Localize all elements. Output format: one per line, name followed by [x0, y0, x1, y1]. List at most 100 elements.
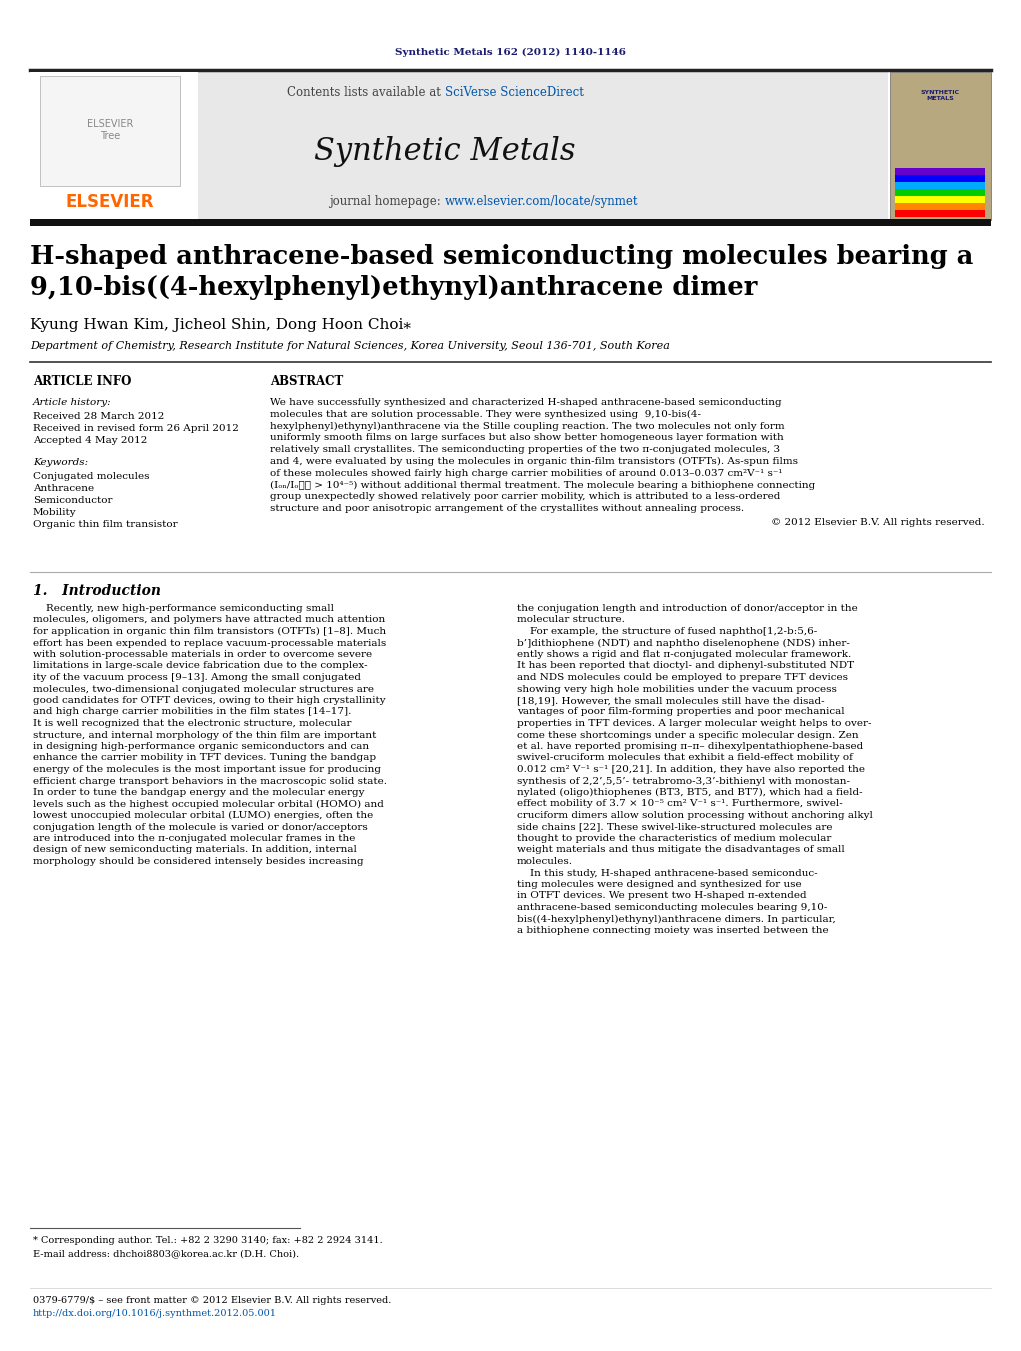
Text: ARTICLE INFO: ARTICLE INFO	[33, 376, 132, 388]
Text: Recently, new high-performance semiconducting small: Recently, new high-performance semicondu…	[33, 604, 334, 613]
Text: It has been reported that dioctyl- and diphenyl-substituted NDT: It has been reported that dioctyl- and d…	[517, 662, 855, 670]
Text: a bithiophene connecting moiety was inserted between the: a bithiophene connecting moiety was inse…	[517, 925, 829, 935]
Text: 1.   Introduction: 1. Introduction	[33, 584, 161, 598]
Text: ELSEVIER: ELSEVIER	[65, 193, 154, 211]
Bar	[40, 76, 180, 186]
Text: Semiconductor: Semiconductor	[33, 496, 112, 505]
Text: ting molecules were designed and synthesized for use: ting molecules were designed and synthes…	[517, 880, 801, 889]
Text: group unexpectedly showed relatively poor carrier mobility, which is attributed : group unexpectedly showed relatively poo…	[270, 492, 780, 501]
Text: molecules.: molecules.	[517, 857, 573, 866]
Text: good candidates for OTFT devices, owing to their high crystallinity: good candidates for OTFT devices, owing …	[33, 696, 386, 705]
Text: Keywords:: Keywords:	[33, 458, 88, 467]
Text: with solution-processable materials in order to overcome severe: with solution-processable materials in o…	[33, 650, 372, 659]
Text: come these shortcomings under a specific molecular design. Zen: come these shortcomings under a specific…	[517, 731, 859, 739]
Text: vantages of poor film-forming properties and poor mechanical: vantages of poor film-forming properties…	[517, 708, 844, 716]
Text: the conjugation length and introduction of donor/acceptor in the: the conjugation length and introduction …	[517, 604, 858, 613]
Text: of these molecules showed fairly high charge carrier mobilities of around 0.013–: of these molecules showed fairly high ch…	[270, 469, 782, 478]
Text: in OTFT devices. We present two H-shaped π-extended: in OTFT devices. We present two H-shaped…	[517, 892, 807, 901]
Text: Synthetic Metals: Synthetic Metals	[314, 136, 576, 168]
Text: © 2012 Elsevier B.V. All rights reserved.: © 2012 Elsevier B.V. All rights reserved…	[772, 517, 985, 527]
Text: thought to provide the characteristics of medium molecular: thought to provide the characteristics o…	[517, 834, 831, 843]
Text: molecular structure.: molecular structure.	[517, 616, 625, 624]
Text: cruciform dimers allow solution processing without anchoring alkyl: cruciform dimers allow solution processi…	[517, 811, 873, 820]
Text: efficient charge transport behaviors in the macroscopic solid state.: efficient charge transport behaviors in …	[33, 777, 387, 785]
Text: morphology should be considered intensely besides increasing: morphology should be considered intensel…	[33, 857, 363, 866]
Text: weight materials and thus mitigate the disadvantages of small: weight materials and thus mitigate the d…	[517, 846, 844, 854]
Text: relatively small crystallites. The semiconducting properties of the two π-conjug: relatively small crystallites. The semic…	[270, 446, 780, 454]
Text: For example, the structure of fused naphtho[1,2-b:5,6-: For example, the structure of fused naph…	[517, 627, 817, 636]
Text: molecules, oligomers, and polymers have attracted much attention: molecules, oligomers, and polymers have …	[33, 616, 385, 624]
Bar	[895, 182, 985, 189]
Text: Organic thin film transistor: Organic thin film transistor	[33, 520, 178, 530]
Text: structure, and internal morphology of the thin film are important: structure, and internal morphology of th…	[33, 731, 377, 739]
Text: 0379-6779/$ – see front matter © 2012 Elsevier B.V. All rights reserved.: 0379-6779/$ – see front matter © 2012 El…	[33, 1296, 391, 1305]
Bar	[895, 176, 985, 182]
Text: Received 28 March 2012: Received 28 March 2012	[33, 412, 164, 422]
Text: swivel-cruciform molecules that exhibit a field-effect mobility of: swivel-cruciform molecules that exhibit …	[517, 754, 853, 762]
Text: nylated (oligo)thiophenes (BT3, BT5, and BT7), which had a field-: nylated (oligo)thiophenes (BT3, BT5, and…	[517, 788, 863, 797]
Text: http://dx.doi.org/10.1016/j.synthmet.2012.05.001: http://dx.doi.org/10.1016/j.synthmet.201…	[33, 1309, 277, 1319]
Text: Accepted 4 May 2012: Accepted 4 May 2012	[33, 436, 147, 444]
Text: effort has been expended to replace vacuum-processable materials: effort has been expended to replace vacu…	[33, 639, 386, 647]
Text: It is well recognized that the electronic structure, molecular: It is well recognized that the electroni…	[33, 719, 351, 728]
Text: b’]dithiophene (NDT) and naphtho diselenophene (NDS) inher-: b’]dithiophene (NDT) and naphtho diselen…	[517, 639, 849, 647]
Text: limitations in large-scale device fabrication due to the complex-: limitations in large-scale device fabric…	[33, 662, 368, 670]
Text: levels such as the highest occupied molecular orbital (HOMO) and: levels such as the highest occupied mole…	[33, 800, 384, 809]
Text: structure and poor anisotropic arrangement of the crystallites without annealing: structure and poor anisotropic arrangeme…	[270, 504, 744, 513]
Text: Kyung Hwan Kim, Jicheol Shin, Dong Hoon Choi⁎: Kyung Hwan Kim, Jicheol Shin, Dong Hoon …	[30, 317, 411, 332]
Text: effect mobility of 3.7 × 10⁻⁵ cm² V⁻¹ s⁻¹. Furthermore, swivel-: effect mobility of 3.7 × 10⁻⁵ cm² V⁻¹ s⁻…	[517, 800, 842, 808]
Text: (Iₒₙ/Iₒ⁦⁦ > 10⁴⁻⁵) without additional thermal treatment. The molecule bearing a : (Iₒₙ/Iₒ⁦⁦ > 10⁴⁻⁵) without additional th…	[270, 481, 815, 489]
Text: * Corresponding author. Tel.: +82 2 3290 3140; fax: +82 2 2924 3141.: * Corresponding author. Tel.: +82 2 3290…	[33, 1236, 383, 1246]
Text: et al. have reported promising π–π– dihexylpentathiophene-based: et al. have reported promising π–π– dihe…	[517, 742, 863, 751]
Bar	[895, 189, 985, 196]
Text: In this study, H-shaped anthracene-based semiconduc-: In this study, H-shaped anthracene-based…	[517, 869, 818, 878]
Text: Anthracene: Anthracene	[33, 484, 94, 493]
Text: molecules, two-dimensional conjugated molecular structures are: molecules, two-dimensional conjugated mo…	[33, 685, 374, 693]
Text: bis((4-hexylphenyl)ethynyl)anthracene dimers. In particular,: bis((4-hexylphenyl)ethynyl)anthracene di…	[517, 915, 836, 924]
Text: lowest unoccupied molecular orbital (LUMO) energies, often the: lowest unoccupied molecular orbital (LUM…	[33, 811, 374, 820]
Bar	[890, 72, 991, 220]
Text: E-mail address: dhchoi8803@korea.ac.kr (D.H. Choi).: E-mail address: dhchoi8803@korea.ac.kr (…	[33, 1250, 299, 1258]
Bar	[30, 72, 888, 220]
Text: molecules that are solution processable. They were synthesized using  9,10-bis(4: molecules that are solution processable.…	[270, 409, 701, 419]
Text: Received in revised form 26 April 2012: Received in revised form 26 April 2012	[33, 424, 239, 434]
Text: We have successfully synthesized and characterized H-shaped anthracene-based sem: We have successfully synthesized and cha…	[270, 399, 782, 407]
Bar	[30, 219, 991, 226]
Text: and 4, were evaluated by using the molecules in organic thin-film transistors (O: and 4, were evaluated by using the molec…	[270, 457, 798, 466]
Bar	[895, 209, 985, 218]
Text: ELSEVIER
Tree: ELSEVIER Tree	[87, 119, 133, 141]
Text: H-shaped anthracene-based semiconducting molecules bearing a: H-shaped anthracene-based semiconducting…	[30, 245, 973, 269]
Text: 9,10-bis((4-hexylphenyl)ethynyl)anthracene dimer: 9,10-bis((4-hexylphenyl)ethynyl)anthrace…	[30, 276, 758, 300]
Text: In order to tune the bandgap energy and the molecular energy: In order to tune the bandgap energy and …	[33, 788, 364, 797]
Text: SYNTHETIC
METALS: SYNTHETIC METALS	[921, 91, 960, 101]
Text: anthracene-based semiconducting molecules bearing 9,10-: anthracene-based semiconducting molecule…	[517, 902, 827, 912]
Text: journal homepage:: journal homepage:	[330, 195, 445, 208]
Text: Department of Chemistry, Research Institute for Natural Sciences, Korea Universi: Department of Chemistry, Research Instit…	[30, 340, 670, 351]
Text: [18,19]. However, the small molecules still have the disad-: [18,19]. However, the small molecules st…	[517, 696, 825, 705]
Bar	[895, 168, 985, 176]
Text: are introduced into the π-conjugated molecular frames in the: are introduced into the π-conjugated mol…	[33, 834, 355, 843]
Text: conjugation length of the molecule is varied or donor/acceptors: conjugation length of the molecule is va…	[33, 823, 368, 831]
Text: www.elsevier.com/locate/synmet: www.elsevier.com/locate/synmet	[445, 195, 638, 208]
Text: in designing high-performance organic semiconductors and can: in designing high-performance organic se…	[33, 742, 370, 751]
Text: synthesis of 2,2’,5,5’- tetrabromo-3,3’-bithienyl with monostan-: synthesis of 2,2’,5,5’- tetrabromo-3,3’-…	[517, 777, 850, 785]
Bar	[30, 72, 198, 220]
Bar	[895, 203, 985, 209]
Text: for application in organic thin film transistors (OTFTs) [1–8]. Much: for application in organic thin film tra…	[33, 627, 386, 636]
Text: Synthetic Metals 162 (2012) 1140-1146: Synthetic Metals 162 (2012) 1140-1146	[394, 49, 626, 57]
Text: side chains [22]. These swivel-like-structured molecules are: side chains [22]. These swivel-like-stru…	[517, 823, 832, 831]
Text: Mobility: Mobility	[33, 508, 77, 517]
Text: Contents lists available at: Contents lists available at	[287, 86, 445, 99]
Text: and high charge carrier mobilities in the film states [14–17].: and high charge carrier mobilities in th…	[33, 708, 351, 716]
Text: Conjugated molecules: Conjugated molecules	[33, 471, 149, 481]
Text: enhance the carrier mobility in TFT devices. Tuning the bandgap: enhance the carrier mobility in TFT devi…	[33, 754, 376, 762]
Text: SciVerse ScienceDirect: SciVerse ScienceDirect	[445, 86, 584, 99]
Bar	[895, 196, 985, 203]
Text: energy of the molecules is the most important issue for producing: energy of the molecules is the most impo…	[33, 765, 381, 774]
Text: ity of the vacuum process [9–13]. Among the small conjugated: ity of the vacuum process [9–13]. Among …	[33, 673, 361, 682]
Text: showing very high hole mobilities under the vacuum process: showing very high hole mobilities under …	[517, 685, 837, 693]
Text: properties in TFT devices. A larger molecular weight helps to over-: properties in TFT devices. A larger mole…	[517, 719, 872, 728]
Text: 0.012 cm² V⁻¹ s⁻¹ [20,21]. In addition, they have also reported the: 0.012 cm² V⁻¹ s⁻¹ [20,21]. In addition, …	[517, 765, 865, 774]
Text: and NDS molecules could be employed to prepare TFT devices: and NDS molecules could be employed to p…	[517, 673, 848, 682]
Text: design of new semiconducting materials. In addition, internal: design of new semiconducting materials. …	[33, 846, 357, 854]
